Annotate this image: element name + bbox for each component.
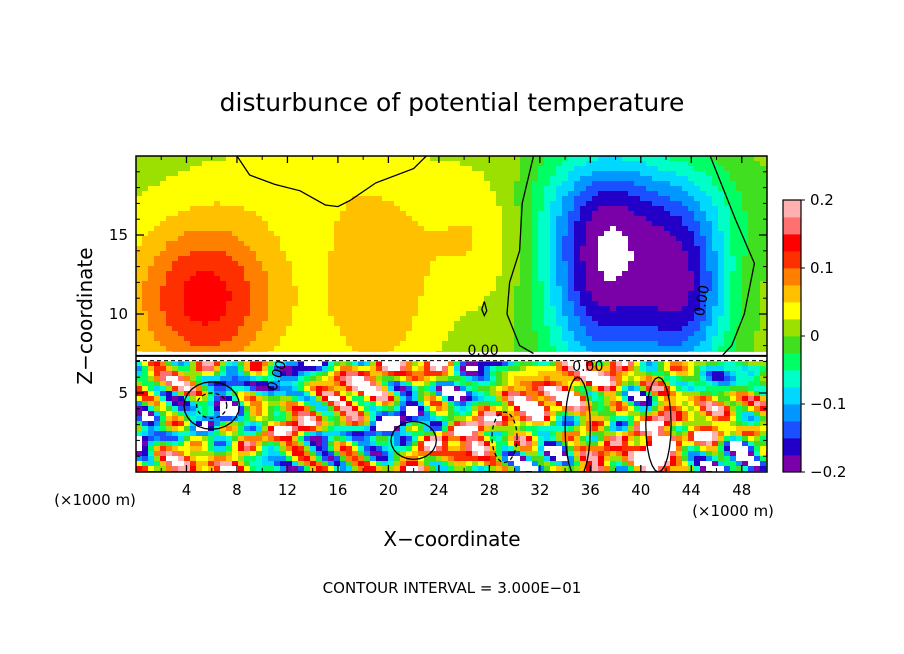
contour-zero-mid (506, 156, 535, 355)
contour-swirl-inner (195, 392, 228, 419)
colorbar-swatch (783, 370, 801, 388)
colorbar-swatch (783, 251, 801, 269)
y-tick-label: 15 (109, 226, 128, 244)
x-tick-label: 4 (182, 481, 192, 499)
contour-label: 0.00 (572, 359, 603, 375)
colorbar-tick-label: −0.2 (810, 463, 846, 481)
colorbar-swatch (783, 336, 801, 354)
colorbar-tick-label: 0 (810, 327, 820, 345)
contour-cell (390, 420, 438, 461)
y-tick-label: 5 (118, 384, 128, 402)
colorbar-swatch (783, 217, 801, 235)
colorbar-swatch (783, 387, 801, 405)
x-tick-label: 20 (379, 481, 398, 499)
contour-small (481, 301, 488, 318)
colorbar-swatch (783, 285, 801, 303)
colorbar-swatch (783, 268, 801, 286)
colorbar-swatch (783, 455, 801, 473)
colorbar-swatch (783, 234, 801, 252)
x-tick-label: 44 (682, 481, 701, 499)
contour-interval: CONTOUR INTERVAL = 3.000E−01 (323, 579, 582, 597)
contour-zero-top (236, 156, 427, 208)
contour-cell (491, 411, 518, 464)
contour-swirl (183, 381, 241, 430)
colorbar-swatch (783, 438, 801, 456)
contour-zero-right (709, 156, 756, 356)
contour-label: 0.00 (467, 343, 498, 359)
colorbar-swatch (783, 421, 801, 439)
x-axis: 4 8 12 16 20 24 28 32 36 40 44 48 (160, 156, 751, 499)
x-tick-label: 16 (328, 481, 347, 499)
colorbar-swatch (783, 319, 801, 337)
y-axis-label: Z−coordinate (73, 247, 97, 384)
x-tick-label: 28 (480, 481, 499, 499)
contour-plume (645, 376, 672, 472)
x-tick-label: 24 (429, 481, 448, 499)
colorbar-swatch (783, 404, 801, 422)
heatmap-field (136, 156, 767, 472)
colorbar-swatch (783, 353, 801, 371)
colorbar: 0.2 0.1 0 −0.1 −0.2 (782, 191, 846, 481)
x-tick-label: 8 (232, 481, 242, 499)
x-tick-label: 32 (530, 481, 549, 499)
colorbar-swatch (783, 200, 801, 218)
y-axis: 5 10 15 (109, 171, 767, 457)
colorbar-tick-label: 0.2 (810, 191, 834, 209)
colorbar-tick-label: 0.1 (810, 259, 834, 277)
x-tick-label: 48 (732, 481, 751, 499)
y-tick-label: 10 (109, 305, 128, 323)
x-unit-right: (×1000 m) (692, 502, 774, 520)
colorbar-swatch (783, 302, 801, 320)
x-tick-label: 12 (278, 481, 297, 499)
x-tick-label: 40 (631, 481, 650, 499)
x-axis-label: X−coordinate (383, 527, 520, 551)
contour-label: 0.00 (692, 284, 713, 317)
chart-title: disturbunce of potential temperature (220, 88, 685, 117)
x-tick-label: 36 (581, 481, 600, 499)
x-unit-left: (×1000 m) (54, 491, 136, 509)
colorbar-tick-label: −0.1 (810, 395, 846, 413)
